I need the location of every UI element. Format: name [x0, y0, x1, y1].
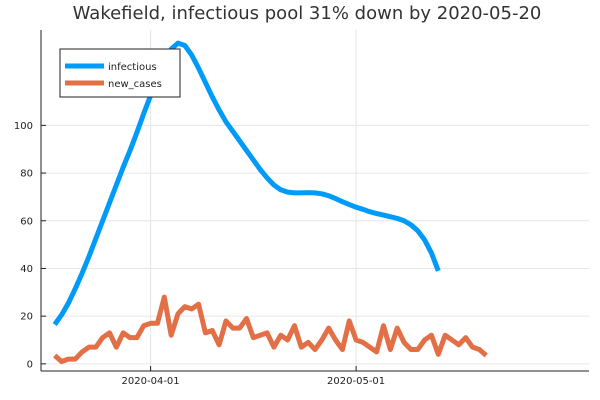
chart-title: Wakefield, infectious pool 31% down by 2… — [73, 3, 542, 24]
legend-label-new-cases: new_cases — [108, 79, 162, 90]
ticks: 0 20 40 60 80 100 2020-04-01 2020-05-01 — [14, 121, 385, 387]
series — [52, 40, 488, 364]
y-tick-label: 60 — [20, 216, 33, 227]
y-tick-label: 40 — [20, 264, 33, 275]
y-tick-label: 20 — [20, 312, 33, 323]
legend-label-infectious: infectious — [108, 62, 157, 73]
y-tick-label: 0 — [27, 359, 33, 370]
y-tick-label: 80 — [20, 169, 33, 180]
series-line-infectious — [52, 40, 441, 326]
x-tick-label: 2020-05-01 — [327, 376, 385, 387]
x-tick-label: 2020-04-01 — [122, 376, 180, 387]
series-line-new-cases — [53, 294, 488, 364]
legend: infectious new_cases — [59, 48, 181, 98]
axes — [40, 30, 589, 372]
y-tick-label: 100 — [14, 121, 33, 132]
legend-box — [59, 48, 181, 98]
